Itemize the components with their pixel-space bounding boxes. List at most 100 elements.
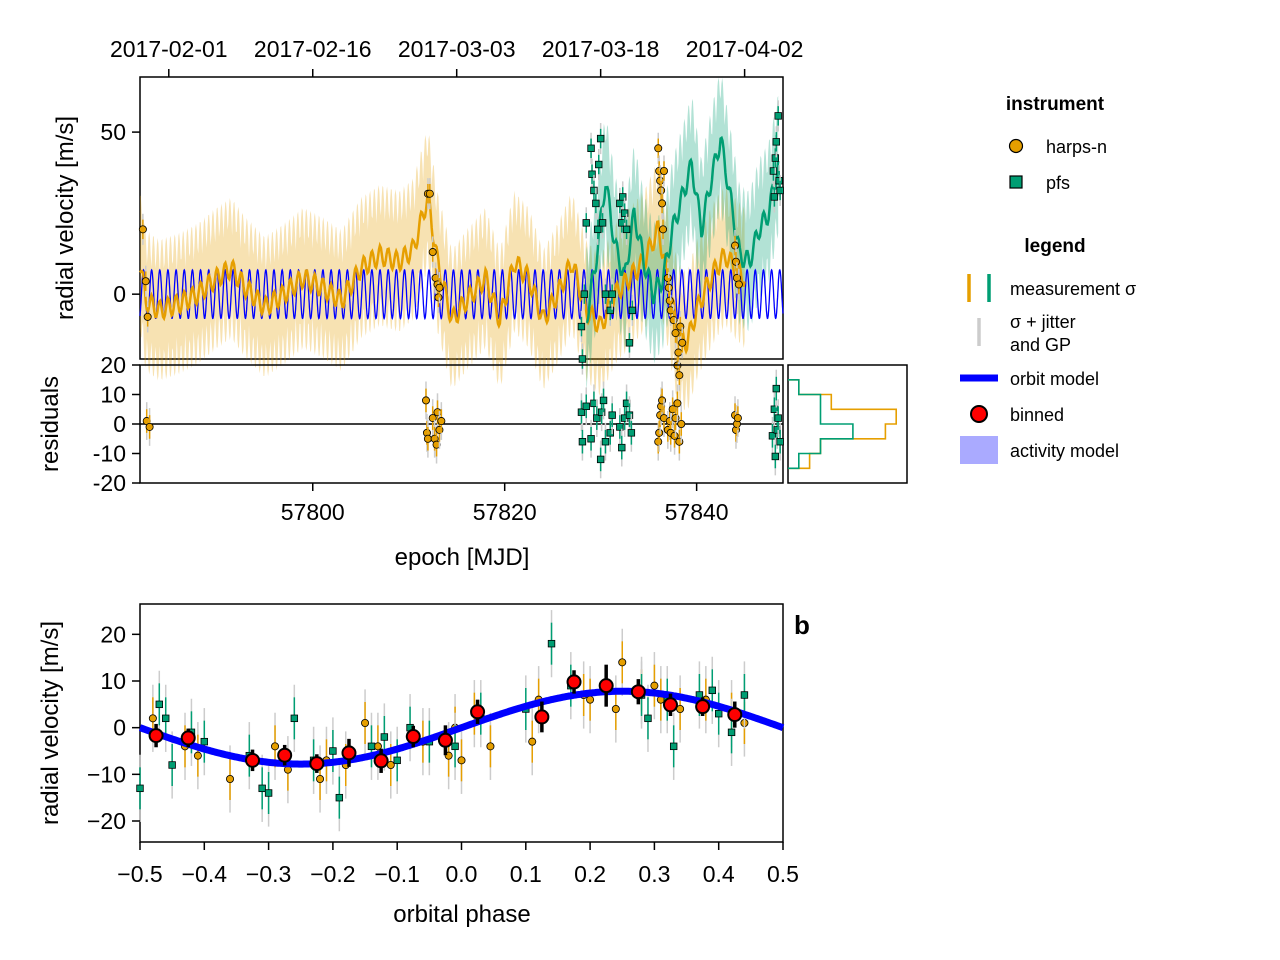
panel-b-label: b: [794, 610, 810, 640]
pfs-point: [582, 219, 590, 227]
harps-residual-point: [670, 431, 679, 440]
binned-point: [630, 684, 646, 700]
pfs-activity-band: [586, 77, 779, 391]
pfs-phase-point: [727, 728, 736, 737]
pfs-residual-point: [577, 408, 586, 416]
orbit-model-line: [139, 268, 784, 321]
harps-residual-point: [654, 437, 663, 446]
harps-phase-point: [618, 658, 627, 667]
measurement-sigma-label: measurement σ: [1010, 279, 1136, 299]
pfs-residual-point: [587, 435, 595, 443]
pfs-residual-point: [618, 443, 626, 452]
pfs-point: [587, 144, 595, 153]
activity-model-bands: [140, 77, 779, 411]
binned-point: [470, 704, 486, 720]
binned-swatch: [970, 405, 988, 423]
harps-point: [659, 166, 668, 175]
pfs-point: [775, 177, 783, 185]
binned-points: [148, 664, 743, 773]
binned-point: [405, 729, 421, 745]
harps-phase-point: [650, 681, 659, 690]
harps-residual-point: [673, 399, 682, 408]
pfs-phase-point: [708, 686, 716, 695]
binned-point: [695, 699, 711, 715]
pfs-point: [769, 167, 778, 175]
binned-point: [341, 745, 357, 761]
rv-y-axis-label: radial velocity [m/s]: [52, 116, 79, 320]
harps-point: [675, 371, 684, 380]
phase-folded-frame: [139, 603, 784, 843]
phase-x-tick-label: 0.2: [574, 861, 606, 887]
pfs-point: [588, 170, 596, 178]
phase-x-tick-label: 0.0: [446, 861, 478, 887]
pfs-phase-point: [367, 742, 376, 751]
pfs-point: [592, 199, 600, 208]
rv-y-ticks: 0 50: [100, 119, 140, 307]
jitter-label-line2: and GP: [1010, 335, 1071, 355]
binned-point: [309, 756, 325, 772]
phase-x-tick-label: 0.5: [767, 861, 799, 887]
pfs-residual-point: [596, 455, 605, 464]
harps-point: [425, 189, 434, 198]
pfs-point: [770, 193, 779, 201]
pfs-phase-point: [264, 789, 273, 797]
phase-y-tick-label: 10: [100, 668, 126, 694]
binned-point: [566, 674, 582, 690]
residual-y-tick-label: -20: [93, 470, 126, 496]
residual-y-tick-label: 20: [100, 352, 126, 378]
epoch-x-ticks: 57800 57820 57840: [281, 483, 729, 525]
phase-y-ticks: −20 −10 0 10 20: [87, 621, 140, 834]
epoch-x-axis-label: epoch [MJD]: [395, 544, 530, 571]
pfs-point: [620, 209, 629, 217]
pfs-residual-point: [582, 402, 590, 410]
pfs-point: [601, 290, 610, 298]
pfs-phase-point: [200, 737, 208, 746]
residual-histogram-panel: [787, 364, 908, 484]
pfs-residual-point: [776, 437, 784, 446]
binned-point: [277, 747, 293, 763]
phase-y-tick-label: −10: [87, 761, 126, 787]
pfs-point: [578, 355, 587, 363]
harps-activity-band: [140, 135, 745, 411]
harps-point: [671, 329, 680, 338]
harps-point: [734, 280, 743, 289]
orbit-model-label: orbit model: [1010, 369, 1099, 389]
pfs-phase-point: [451, 742, 459, 751]
pfs-point: [594, 225, 602, 234]
harps-phase-point: [193, 751, 202, 760]
harps-phase-point: [528, 737, 537, 746]
harps-point: [678, 338, 687, 347]
harps-phase-point: [226, 775, 235, 784]
pfs-phase-point: [162, 714, 170, 723]
binned-point: [180, 730, 196, 746]
harps-point: [138, 225, 147, 234]
jitter-label-line1: σ + jitter: [1010, 312, 1076, 332]
harps-point: [434, 293, 443, 302]
pfs-point: [625, 339, 634, 347]
harps-phase-point: [361, 719, 370, 728]
harps-point: [656, 176, 665, 185]
binned-label: binned: [1010, 405, 1064, 425]
pfs-phase-point: [290, 714, 299, 723]
phase-x-axis-label: orbital phase: [393, 901, 530, 928]
rv-time-series-panel: 050 2017-02-01 2017-02-16 2017-03-03 2017-0…: [52, 36, 803, 411]
pfs-phase-point: [715, 709, 723, 718]
pfs-residual-point: [627, 429, 636, 437]
pfs-point: [590, 186, 598, 195]
pfs-residual-point: [606, 429, 614, 437]
pfs-residual-point: [578, 437, 587, 446]
harps-residual-point: [733, 414, 742, 423]
histogram-steps: [788, 379, 897, 470]
pfs-residual-point: [616, 423, 624, 431]
pfs-marker: [1009, 175, 1023, 189]
legend-title: legend: [1024, 236, 1085, 257]
harps-phase-point: [457, 756, 466, 765]
harps-point: [657, 186, 666, 195]
phase-x-tick-label: −0.1: [374, 861, 419, 887]
pfs-phase-point: [329, 747, 337, 755]
harps-point: [664, 283, 673, 292]
phase-y-tick-label: 20: [100, 621, 126, 647]
harps-point: [428, 248, 437, 257]
phase-x-tick-label: −0.3: [246, 861, 291, 887]
histogram-frame: [787, 364, 908, 484]
